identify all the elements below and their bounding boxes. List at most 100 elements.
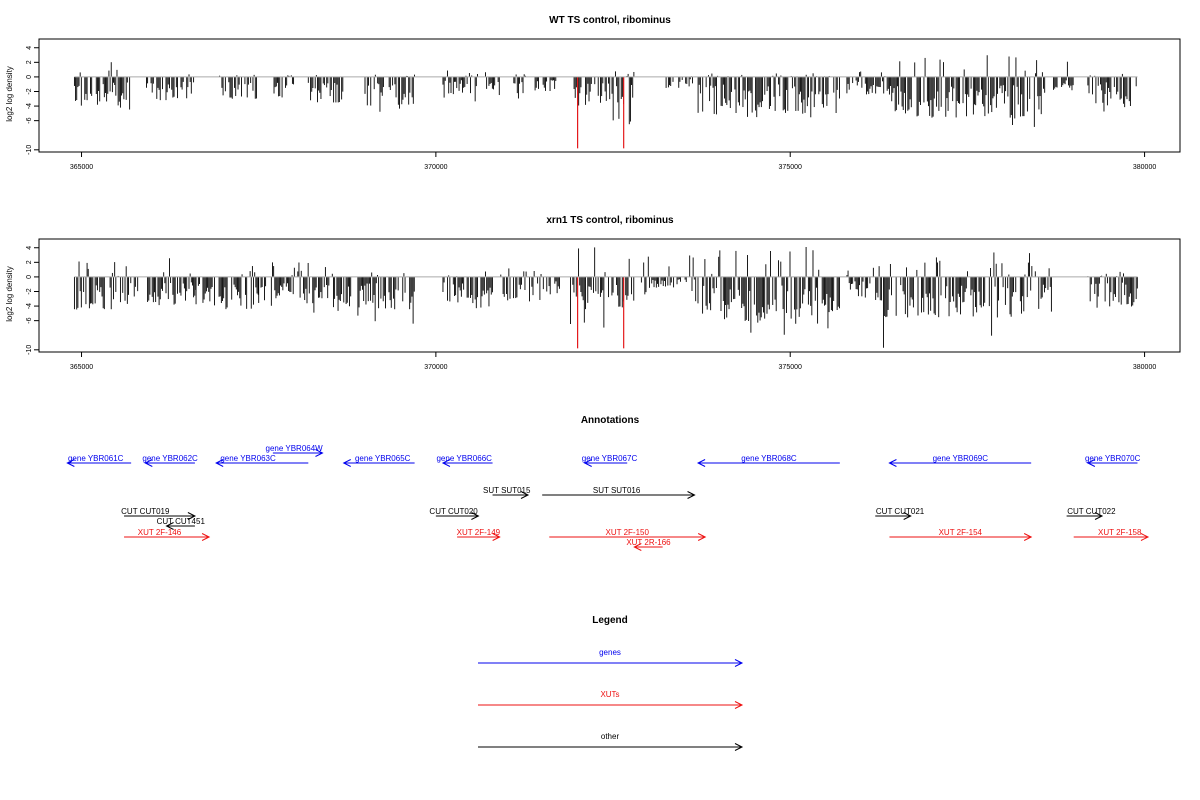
annotation-feature: CUT CUT020	[429, 507, 480, 520]
annotation-feature: XUT 2F-146	[124, 528, 211, 541]
annotation-feature-arrowhead	[1086, 459, 1096, 467]
annotation-feature-arrowhead	[342, 459, 351, 467]
legend-entry-label: other	[601, 732, 620, 741]
wt-ytick-label: 4	[26, 46, 33, 50]
xrn1-ytick-label: -4	[26, 303, 33, 309]
annotation-label: gene YBR067C	[582, 454, 638, 463]
legend-entry-arrowhead	[734, 659, 744, 667]
annotation-label: gene YBR066C	[436, 454, 492, 463]
xrn1-ytick-label: -6	[26, 317, 33, 323]
wt-ytick-label: 2	[26, 60, 33, 64]
xrn1-xtick-label: 365000	[70, 364, 93, 371]
wt-xtick-label: 370000	[424, 164, 447, 171]
annotation-feature-arrowhead	[1094, 512, 1104, 520]
annotation-feature-arrowhead	[1023, 533, 1033, 541]
wt-y-axis-label: log2 log density	[5, 66, 14, 122]
xrn1-axes: 4 2 0 -2 -4 -6 -10 365000 370000 375000 380000	[26, 246, 1156, 371]
wt-ytick-label: -2	[26, 88, 33, 94]
annotation-feature-arrowhead	[633, 543, 642, 551]
annotation-feature-arrowhead	[201, 533, 211, 541]
annotation-feature: gene YBR062C	[142, 454, 198, 467]
wt-xtick-label: 375000	[779, 164, 802, 171]
annotation-feature-arrowhead	[165, 522, 174, 530]
wt-xtick-label: 365000	[70, 164, 93, 171]
annotation-feature-arrowhead	[215, 459, 224, 467]
annotation-feature: XUT 2F-154	[889, 528, 1033, 541]
annotation-feature-arrowhead	[687, 491, 696, 499]
annotation-feature-arrowhead	[471, 512, 480, 520]
xrn1-xtick-label: 375000	[779, 364, 802, 371]
annotation-feature: gene YBR063C	[215, 454, 309, 467]
annotation-feature: CUT CUT451	[157, 517, 205, 530]
wt-panel-title: WT TS control, ribominus	[549, 15, 671, 26]
annotation-label: CUT CUT022	[1067, 507, 1116, 516]
annotation-feature: gene YBR061C	[66, 454, 132, 467]
legend-entry-label: XUTs	[600, 690, 619, 699]
annotation-feature: gene YBR067C	[582, 454, 638, 467]
annotation-feature: CUT CUT021	[875, 507, 925, 520]
annotation-feature-arrowhead	[903, 512, 912, 520]
xrn1-xtick-label: 370000	[424, 364, 447, 371]
annotation-label: XUT 2F-158	[1098, 528, 1142, 537]
annotation-label: XUT 2F-146	[138, 528, 182, 537]
xrn1-ytick-label: -2	[26, 288, 33, 294]
xrn1-panel-title: xrn1 TS control, ribominus	[546, 215, 674, 226]
annotation-label: gene YBR063C	[220, 454, 276, 463]
wt-axes: 4 2 0 -2 -4 -6 -10 365000 370000 375000 380000	[26, 46, 1156, 171]
annotation-feature: XUT 2F-158	[1073, 528, 1150, 541]
annotation-label: CUT CUT019	[121, 507, 170, 516]
annotation-label: XUT 2F-149	[457, 528, 501, 537]
annotation-feature-arrowhead	[583, 459, 592, 467]
annotation-feature: gene YBR070C	[1085, 454, 1141, 467]
annotation-label: gene YBR070C	[1085, 454, 1141, 463]
annotation-feature: gene YBR066C	[436, 454, 493, 467]
annotation-feature-arrowhead	[315, 449, 324, 457]
xrn1-ytick-label: 4	[26, 246, 33, 250]
legend-panel: Legend genes XUTs other	[478, 615, 744, 751]
annotation-feature: XUT 2F-150	[549, 528, 707, 541]
wt-xtick-label: 380000	[1133, 164, 1156, 171]
wt-plot-frame	[38, 38, 1181, 153]
annotation-feature: CUT CUT019	[121, 507, 197, 520]
legend-title: Legend	[592, 615, 628, 626]
legend-entry-other: other	[478, 732, 744, 751]
annotation-feature: gene YBR069C	[888, 454, 1032, 467]
wt-ytick-label: -10	[26, 145, 33, 155]
annotation-label: XUT 2F-150	[605, 528, 649, 537]
xrn1-plot-frame	[38, 238, 1181, 353]
annotation-feature: gene YBR064W	[266, 444, 324, 457]
xrn1-density-panel: xrn1 TS control, ribominus log2 log dens…	[5, 215, 1181, 371]
annotation-label: gene YBR062C	[142, 454, 198, 463]
xrn1-y-axis-label: log2 log density	[5, 266, 14, 322]
annotation-feature-arrowhead	[520, 491, 530, 499]
annotations-title: Annotations	[581, 415, 640, 426]
annotation-label: gene YBR069C	[933, 454, 989, 463]
xrn1-ytick-label: 0	[26, 275, 33, 279]
annotation-label: gene YBR068C	[741, 454, 797, 463]
annotation-feature-arrowhead	[441, 459, 451, 467]
annotation-feature: gene YBR068C	[696, 454, 840, 467]
annotation-label: XUT 2F-154	[939, 528, 983, 537]
wt-density-bars	[73, 55, 1137, 149]
legend-entries: genes XUTs other	[478, 648, 744, 751]
xrn1-xtick-label: 380000	[1133, 364, 1156, 371]
annotation-feature: SUT SUT015	[483, 486, 531, 499]
annotation-feature-arrowhead	[888, 459, 897, 467]
annotation-feature-arrowhead	[1140, 533, 1150, 541]
legend-entry-arrowhead	[734, 743, 744, 751]
annotation-feature-arrowhead	[144, 459, 153, 467]
annotation-feature: CUT CUT022	[1066, 507, 1116, 520]
wt-ytick-label: -4	[26, 103, 33, 109]
annotation-label: gene YBR065C	[355, 454, 411, 463]
xrn1-ytick-label: 2	[26, 260, 33, 264]
annotation-feature-arrowhead	[696, 459, 706, 467]
xrn1-ytick-label: -10	[26, 345, 33, 355]
wt-ytick-label: 0	[26, 75, 33, 79]
annotation-feature: SUT SUT016	[542, 486, 696, 499]
wt-ytick-label: -6	[26, 117, 33, 123]
annotation-label: CUT CUT020	[429, 507, 478, 516]
annotation-label: gene YBR064W	[266, 444, 324, 453]
legend-entry-xut: XUTs	[478, 690, 744, 709]
annotation-label: CUT CUT021	[876, 507, 925, 516]
